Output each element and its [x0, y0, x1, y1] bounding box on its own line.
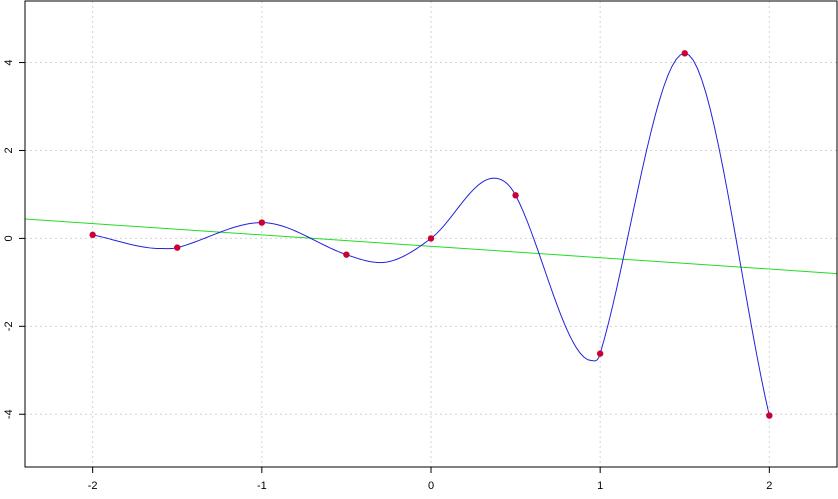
points-layer: [89, 50, 773, 419]
data-point: [174, 244, 181, 251]
fit-line: [24, 218, 838, 275]
x-tick-label: -1: [257, 480, 267, 492]
data-point: [89, 231, 96, 239]
x-tick-label: 0: [428, 480, 434, 492]
axis-layer: -2 -1 0 1 2 -4 -2 0 2 4: [3, 59, 772, 492]
x-tick-label: 1: [597, 480, 603, 492]
data-point: [512, 192, 519, 199]
y-tick-label: 2: [3, 147, 15, 153]
x-tick-label: -2: [88, 480, 98, 492]
fit-line-layer: [24, 218, 838, 275]
y-tick-label: 0: [3, 235, 15, 241]
data-point: [427, 235, 435, 242]
grid-layer: [25, 1, 837, 467]
y-tick-label: -4: [3, 409, 15, 419]
x-tick-label: 2: [766, 480, 772, 492]
data-point: [766, 412, 773, 419]
data-point: [258, 219, 266, 226]
data-point: [681, 50, 688, 57]
y-tick-label: 4: [3, 59, 15, 65]
data-point: [596, 350, 604, 357]
data-point: [343, 251, 350, 258]
y-tick-label: -2: [3, 321, 15, 331]
